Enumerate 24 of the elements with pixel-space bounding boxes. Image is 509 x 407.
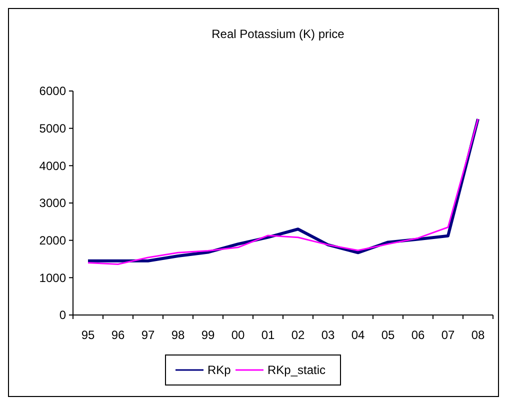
x-tick-label: 07 <box>441 328 455 342</box>
y-tick-label: 2000 <box>39 234 66 248</box>
x-tick-label: 96 <box>111 328 125 342</box>
legend-label: RKp_static <box>268 363 326 378</box>
y-tick-label: 5000 <box>39 122 66 136</box>
y-tick-label: 3000 <box>39 196 66 210</box>
legend-label: RKp <box>208 363 232 378</box>
y-tick-label: 4000 <box>39 158 66 173</box>
x-tick-label: 08 <box>471 328 485 342</box>
x-tick-label: 04 <box>351 328 365 342</box>
x-tick-label: 02 <box>291 328 305 342</box>
y-tick-label: 1000 <box>39 270 66 285</box>
x-tick-label: 01 <box>261 328 275 342</box>
x-tick-label: 05 <box>381 328 395 342</box>
x-tick-label: 95 <box>81 328 95 342</box>
x-tick-label: 99 <box>201 328 215 342</box>
chart-title: Real Potassium (K) price <box>212 27 345 41</box>
x-tick-label: 03 <box>321 328 335 342</box>
x-tick-label: 98 <box>171 328 185 342</box>
y-tick-label: 6000 <box>39 84 66 98</box>
x-tick-label: 97 <box>141 328 155 342</box>
x-tick-label: 00 <box>231 328 245 342</box>
y-tick-label: 0 <box>59 308 66 322</box>
x-tick-label: 06 <box>411 328 425 342</box>
